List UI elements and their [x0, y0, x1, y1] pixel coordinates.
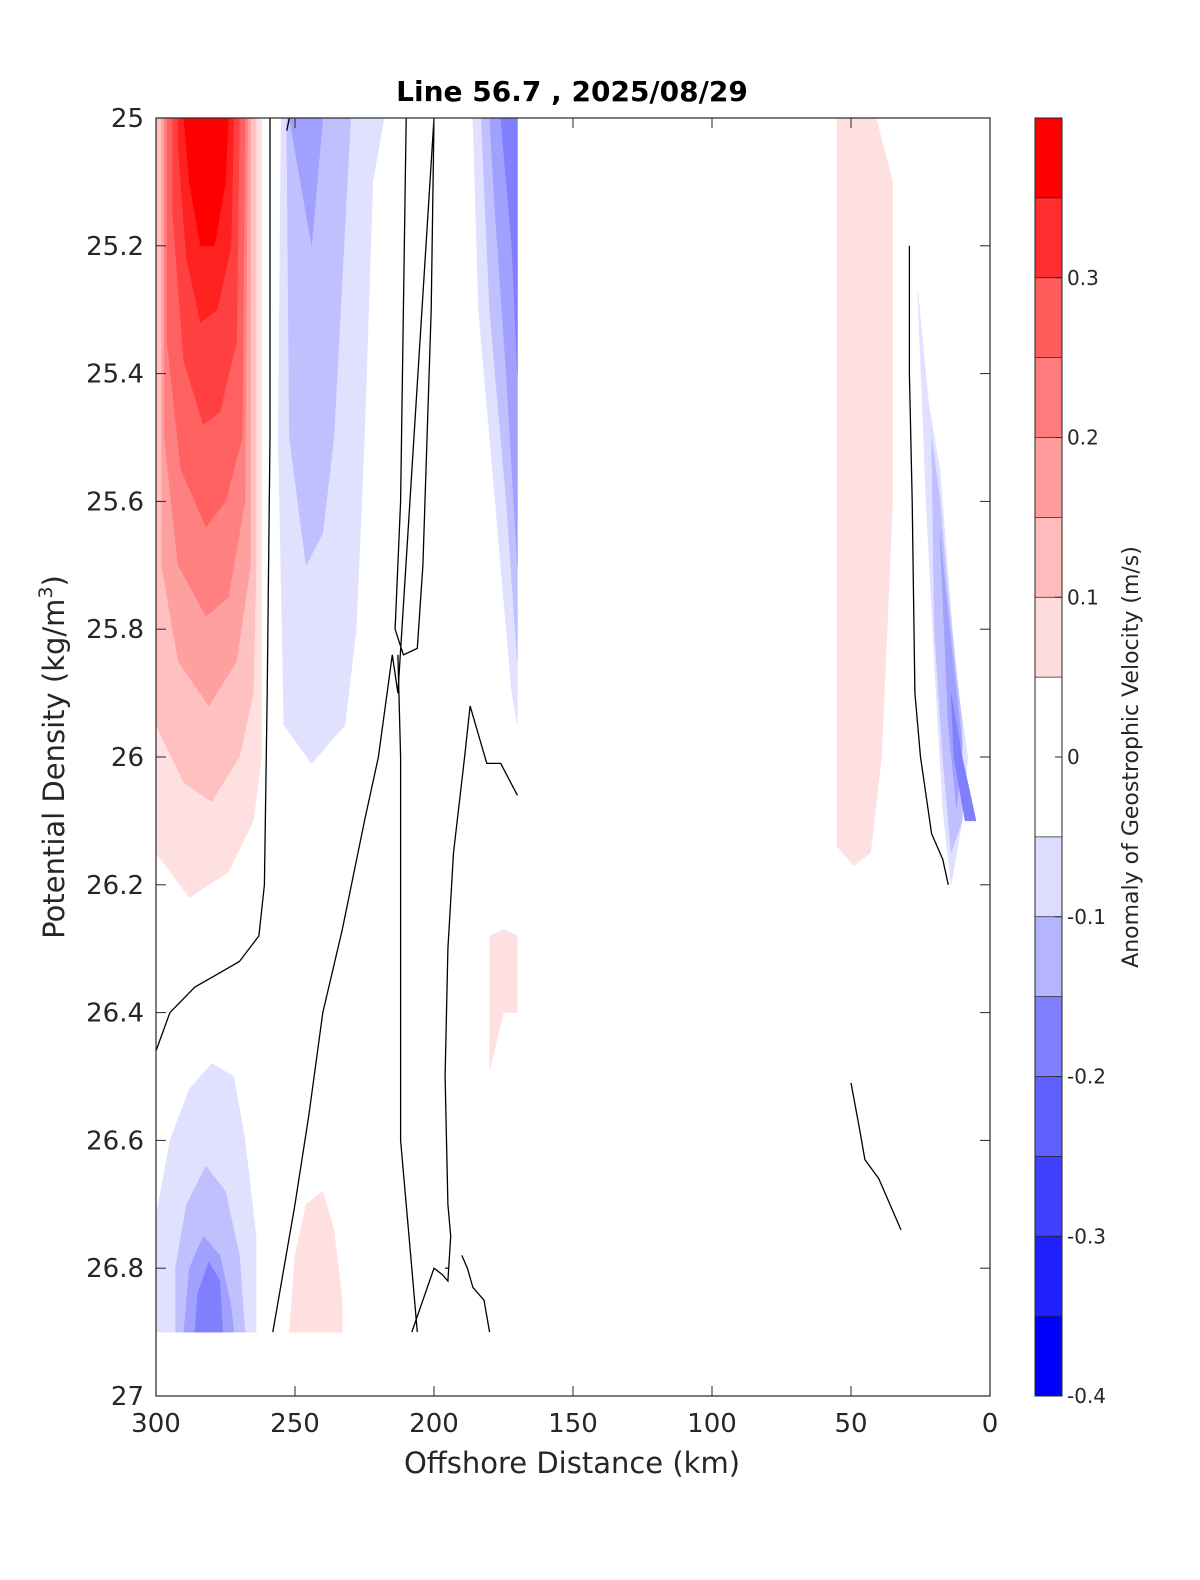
zero-contour-lines — [155, 117, 949, 1333]
x-axis-label: Offshore Distance (km) — [404, 1446, 740, 1480]
colorbar-band — [1035, 1236, 1062, 1317]
y-tick-label: 27 — [111, 1382, 144, 1412]
y-axis-label-superscript: 3 — [35, 586, 57, 598]
colorbar-tick-label: 0 — [1067, 745, 1080, 769]
colorbar-band — [1035, 1156, 1062, 1237]
y-tick-label: 26.8 — [86, 1254, 144, 1284]
x-tick-label: 300 — [131, 1409, 181, 1439]
red-patch-mid-band — [489, 929, 518, 1071]
blue-patch-coastal-band — [950, 693, 977, 822]
y-axis-label: Potential Density (kg/m3) — [35, 575, 71, 939]
zero-contour-line — [397, 654, 418, 1333]
colorbar-band — [1035, 357, 1062, 438]
zero-contour-line — [908, 245, 949, 885]
colorbar-band — [1035, 916, 1062, 997]
colorbar-tick-label: -0.4 — [1067, 1384, 1106, 1408]
colorbar-tick-label: 0.3 — [1067, 266, 1099, 290]
colorbar-tick-label: -0.3 — [1067, 1224, 1106, 1248]
x-tick-label: 250 — [270, 1409, 320, 1439]
x-tick-label: 0 — [982, 1409, 999, 1439]
colorbar-tick-label: -0.2 — [1067, 1065, 1106, 1089]
zero-contour-line — [286, 117, 291, 131]
red-patch-nearshore-band — [836, 117, 893, 866]
x-axis-ticks: 300 250 200 150 100 50 0 — [131, 118, 998, 1439]
blue-band-250-band — [286, 117, 351, 567]
y-axis-ticks: 25 25.2 25.4 25.6 25.8 26 26.2 26.4 26.6 26.8 27 — [86, 104, 990, 1412]
colorbar-label: Anomaly of Geostrophic Velocity (m/s) — [1119, 546, 1144, 968]
zero-contour-line — [461, 1255, 491, 1333]
zero-contour-line — [850, 1082, 902, 1231]
x-tick-label: 200 — [409, 1409, 459, 1439]
colorbar-band — [1035, 277, 1062, 358]
filled-contours — [155, 117, 977, 1333]
colorbar-band — [1035, 836, 1062, 917]
y-tick-label: 25.4 — [86, 360, 144, 390]
y-tick-label: 26.2 — [86, 871, 144, 901]
colorbar-band — [1035, 597, 1062, 678]
colorbar-tick-label: 0.2 — [1067, 426, 1099, 450]
red-patch-deep-band — [289, 1191, 343, 1333]
y-tick-label: 25.8 — [86, 615, 144, 645]
colorbar-tick-label: 0.1 — [1067, 585, 1099, 609]
colorbar-band — [1035, 437, 1062, 518]
colorbar-tick-label: -0.1 — [1067, 905, 1106, 929]
x-tick-label: 150 — [548, 1409, 598, 1439]
y-tick-label: 26 — [111, 743, 144, 773]
y-tick-label: 26.6 — [86, 1126, 144, 1156]
colorbar-band — [1035, 118, 1062, 198]
colorbar-band — [1035, 1076, 1062, 1157]
y-axis-label-text: Potential Density (kg/m — [37, 599, 71, 939]
colorbar-band — [1035, 996, 1062, 1077]
blue-patch-deep-band — [194, 1261, 223, 1333]
colorbar-band — [1035, 197, 1062, 278]
zero-contour-line — [155, 118, 271, 1052]
x-tick-label: 50 — [834, 1409, 867, 1439]
colorbar-ticks: -0.4 -0.3 -0.2 -0.1 0 0.1 0.2 0.3 — [1055, 266, 1106, 1408]
y-tick-label: 25 — [111, 104, 144, 134]
y-axis-label-suffix: ) — [37, 575, 71, 586]
zero-contour-line — [469, 705, 518, 796]
y-tick-label: 26.4 — [86, 999, 144, 1029]
y-tick-label: 25.2 — [86, 232, 144, 262]
y-tick-label: 25.6 — [86, 487, 144, 517]
zero-contour-line — [411, 705, 471, 1333]
colorbar-band — [1035, 517, 1062, 598]
x-tick-label: 100 — [687, 1409, 737, 1439]
colorbar-band — [1035, 1316, 1062, 1396]
zero-contour-line — [272, 117, 435, 1333]
chart-title: Line 56.7 , 2025/08/29 — [396, 75, 748, 108]
